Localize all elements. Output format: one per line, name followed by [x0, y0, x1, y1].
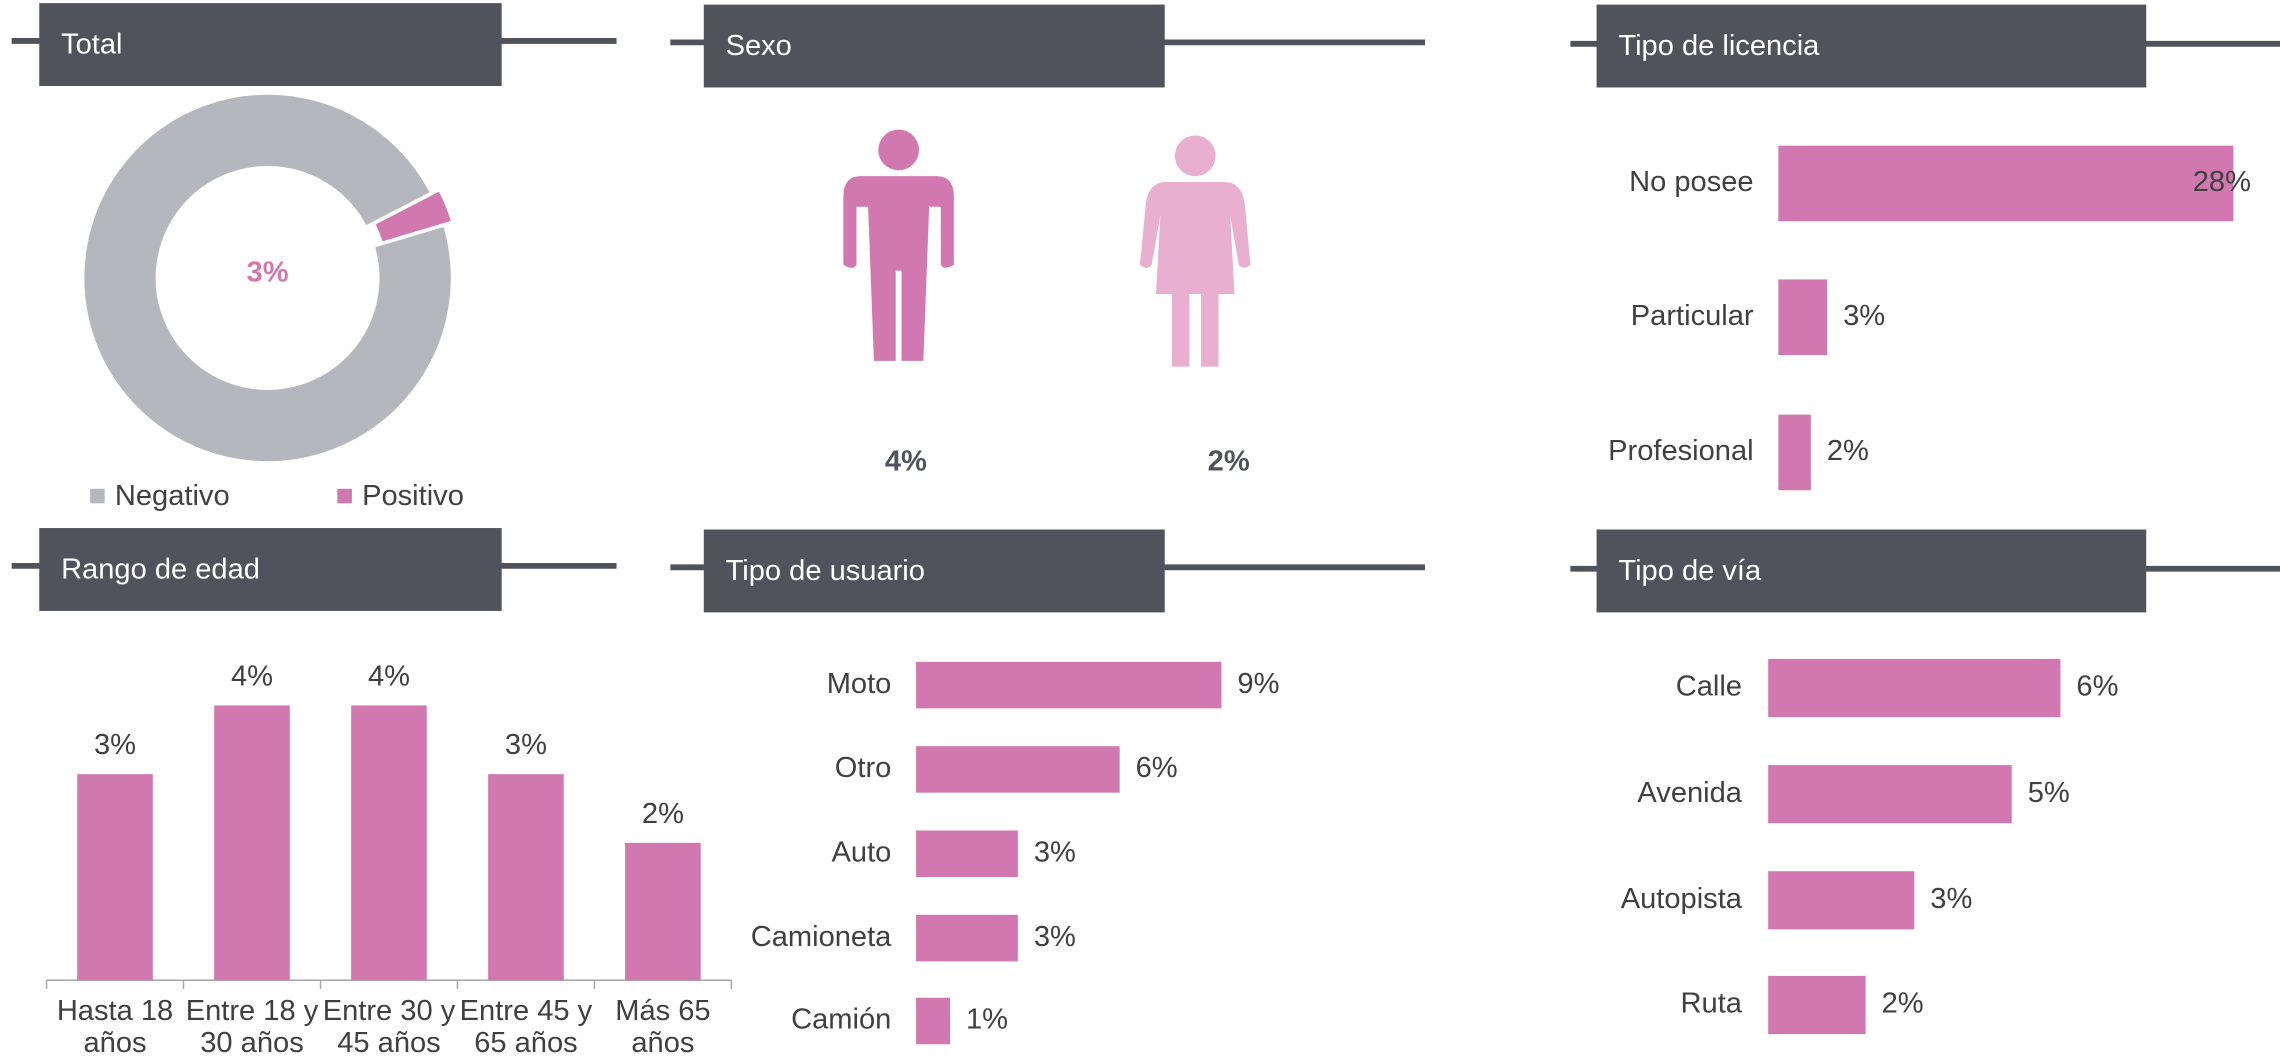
category-label: No posee — [1629, 166, 1753, 198]
bar — [1768, 975, 1866, 1035]
bar — [916, 661, 1222, 709]
value-label: 2% — [1882, 988, 1924, 1020]
bar — [1768, 658, 2061, 718]
value-label: 4% — [885, 445, 927, 477]
male-icon-head — [878, 129, 919, 171]
x-tick-label: Entre 18 y 30 años — [186, 995, 319, 1059]
value-label: 6% — [1136, 752, 1178, 784]
legend-swatch — [337, 488, 352, 504]
value-label: 5% — [2028, 777, 2070, 809]
category-label: Otro — [835, 752, 892, 784]
value-label: 6% — [2076, 671, 2118, 703]
value-label: 2% — [642, 798, 684, 830]
category-label: Camioneta — [751, 921, 892, 953]
header-box — [703, 529, 1165, 613]
value-label: 3% — [1034, 836, 1076, 868]
female-icon-head — [1174, 135, 1216, 177]
x-tick-label: Entre 45 y 65 años — [460, 995, 593, 1059]
value-label: 4% — [368, 661, 410, 693]
male-icon-body — [843, 176, 954, 361]
value-label: 3% — [1843, 300, 1885, 332]
value-label: 2% — [1208, 445, 1250, 477]
header-box — [39, 3, 502, 87]
bar — [625, 842, 701, 981]
legend-label: Positivo — [362, 480, 464, 512]
bar — [1778, 279, 1828, 356]
category-label: Ruta — [1681, 988, 1743, 1020]
category-label: Avenida — [1637, 777, 1742, 809]
value-label: 3% — [1930, 883, 1972, 915]
value-label: 1% — [966, 1004, 1008, 1036]
value-label: 3% — [94, 729, 136, 761]
chart-title: Total — [61, 29, 122, 61]
value-label: 3% — [505, 729, 547, 761]
x-tick-label: Entre 30 y 45 años — [323, 995, 456, 1059]
header-box — [1596, 529, 2147, 613]
x-tick-label: Más 65 años — [615, 995, 710, 1059]
category-label: Camión — [791, 1004, 891, 1036]
donut-slice — [81, 91, 454, 464]
category-label: Profesional — [1608, 435, 1753, 467]
legend-label: Negativo — [115, 480, 230, 512]
chart-title: Tipo de vía — [1618, 555, 1762, 587]
value-label: 28% — [2193, 166, 2251, 198]
category-label: Particular — [1631, 300, 1754, 332]
category-label: Auto — [832, 836, 892, 868]
bar — [214, 705, 290, 981]
category-label: Moto — [827, 668, 892, 700]
value-label: 4% — [231, 661, 273, 693]
bar — [916, 997, 950, 1045]
bar — [916, 914, 1018, 962]
chart-title: Sexo — [726, 30, 792, 62]
bar — [916, 746, 1120, 793]
center-label: 3% — [247, 256, 289, 288]
category-label: Calle — [1676, 671, 1742, 703]
header-box — [703, 4, 1165, 88]
bar — [916, 830, 1018, 878]
header-box — [1596, 4, 2147, 88]
chart-title: Rango de edad — [61, 554, 260, 586]
bar — [1778, 145, 2234, 222]
bar — [1768, 765, 2012, 824]
value-label: 9% — [1237, 668, 1279, 700]
chart-title: Tipo de licencia — [1618, 30, 1820, 62]
donut-slice — [371, 187, 455, 245]
chart-title: Tipo de usuario — [726, 555, 925, 587]
category-label: Autopista — [1621, 883, 1743, 915]
header-box — [39, 528, 502, 611]
bar — [1778, 414, 1811, 491]
x-tick-label: Hasta 18 años — [57, 995, 173, 1059]
bar — [351, 705, 427, 981]
legend-swatch — [90, 488, 105, 504]
value-label: 2% — [1827, 435, 1869, 467]
value-label: 3% — [1034, 921, 1076, 953]
female-icon-body — [1140, 181, 1251, 367]
bar — [77, 774, 153, 981]
bar — [488, 774, 564, 981]
bar — [1768, 871, 1915, 930]
